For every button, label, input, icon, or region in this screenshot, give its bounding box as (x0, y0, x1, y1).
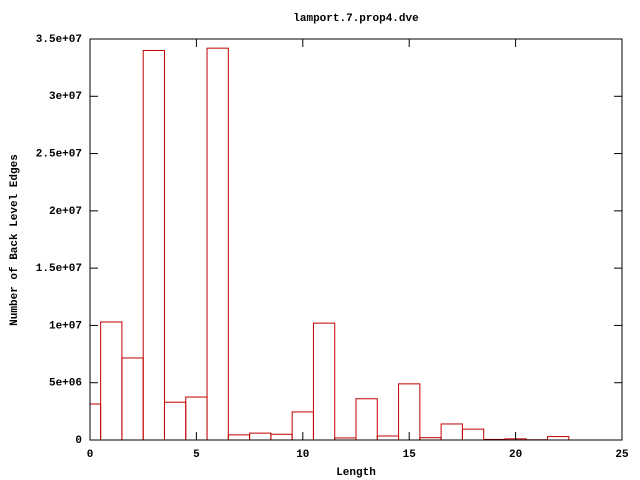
bar (398, 383, 421, 440)
x-axis-label: Length (336, 467, 376, 479)
bar (270, 433, 293, 440)
bar (312, 322, 336, 440)
y-tick-label: 1e+07 (49, 320, 82, 332)
x-tick-label: 0 (87, 449, 94, 461)
bar (376, 435, 400, 440)
chart-title: lamport.7.prop4.dve (293, 13, 419, 25)
x-tick-label: 20 (509, 449, 522, 461)
x-tick-label: 25 (615, 449, 629, 461)
y-tick-label: 3.5e+07 (36, 34, 82, 46)
y-tick-label: 1.5e+07 (36, 263, 82, 275)
bar (142, 49, 165, 440)
bar (163, 401, 187, 440)
x-tick-label: 10 (296, 449, 309, 461)
y-tick-label: 5e+06 (49, 378, 82, 390)
bar (547, 436, 570, 440)
bar (100, 321, 123, 440)
y-tick-label: 3e+07 (49, 91, 82, 103)
y-tick-label: 2e+07 (49, 206, 82, 218)
bar (249, 432, 272, 440)
bars (90, 47, 570, 440)
x-tick-label: 5 (193, 449, 200, 461)
plot-frame (89, 38, 623, 441)
bar (206, 47, 229, 440)
x-tick-label: 15 (403, 449, 417, 461)
bar (227, 434, 251, 440)
y-axis-label: Number of Back Level Edges (9, 154, 21, 326)
bar (121, 357, 144, 440)
y-tick-label: 0 (75, 435, 82, 447)
bar (355, 398, 378, 440)
bar (461, 428, 485, 440)
bar (440, 423, 463, 440)
y-tick-label: 2.5e+07 (36, 148, 82, 160)
